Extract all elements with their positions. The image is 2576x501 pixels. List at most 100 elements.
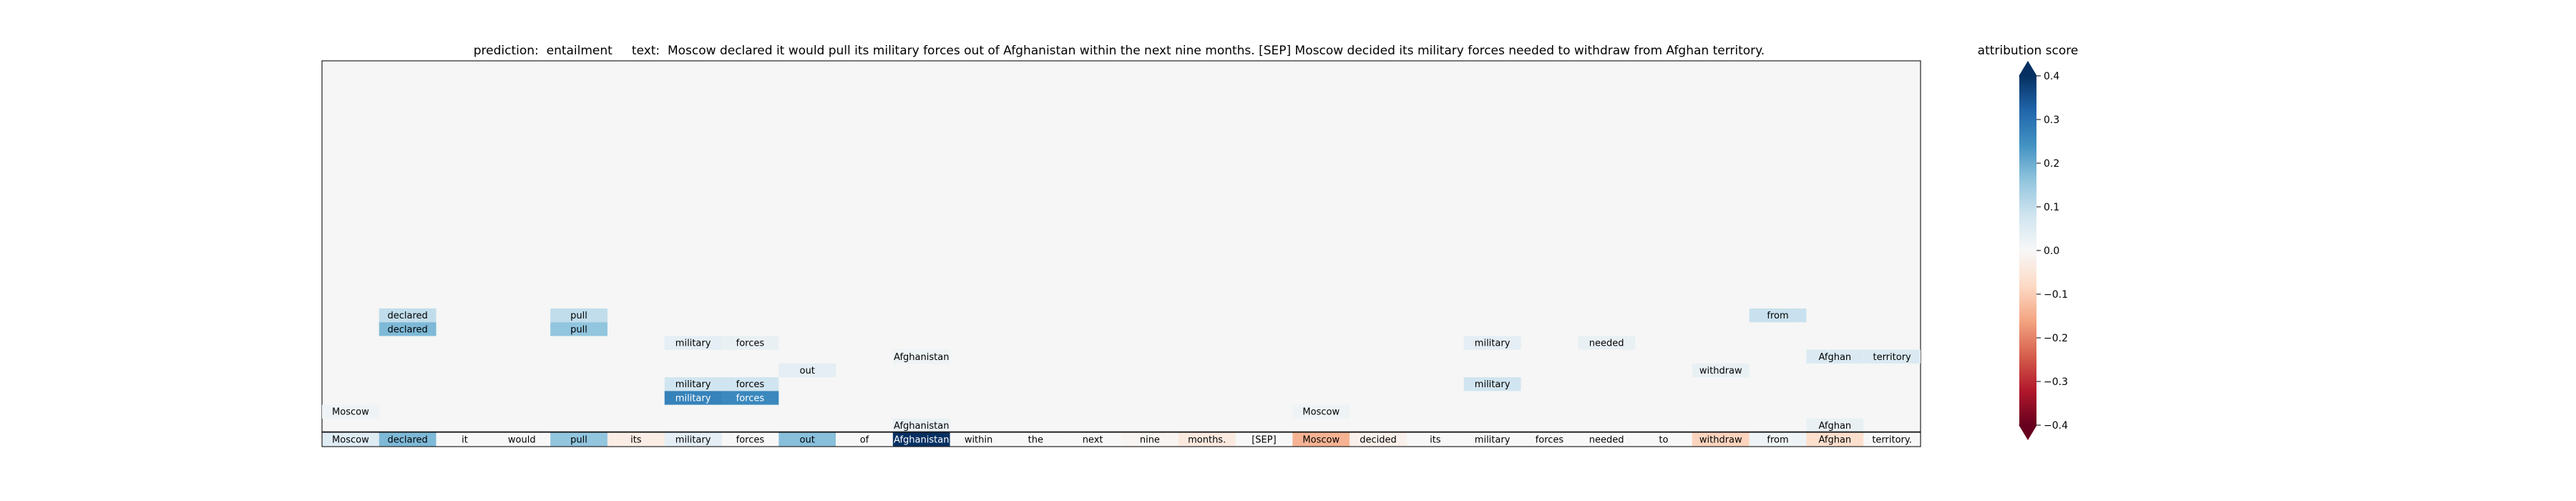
token-cell xyxy=(379,432,436,447)
attention-cell-label: withdraw xyxy=(1699,366,1742,376)
attention-cell xyxy=(892,349,950,364)
colorbar-tick-label: 0.0 xyxy=(2044,245,2059,257)
token-cell xyxy=(892,432,950,447)
attention-cell xyxy=(664,377,722,391)
colorbar xyxy=(2019,76,2036,425)
token-cell xyxy=(1806,432,1864,447)
attention-cell xyxy=(892,418,950,432)
attention-cell-label: forces xyxy=(736,379,765,390)
attention-cell xyxy=(1806,418,1864,432)
attention-cell-label: territory xyxy=(1873,352,1911,363)
attention-cell xyxy=(1806,349,1864,364)
colorbar-label: attribution score xyxy=(1978,44,2079,58)
attention-cell-label: forces xyxy=(736,339,765,349)
colorbar-tick-label: −0.3 xyxy=(2044,376,2068,388)
attention-cell-label: Moscow xyxy=(1302,407,1340,418)
token-cell xyxy=(1007,432,1065,447)
attention-cell xyxy=(1692,363,1750,378)
attention-cell-label: out xyxy=(800,366,815,376)
token-cell xyxy=(1121,432,1179,447)
token-cell xyxy=(1863,432,1921,447)
attention-cell-label: Afghanistan xyxy=(894,352,949,363)
attention-cell xyxy=(1863,349,1921,364)
token-cell xyxy=(493,432,551,447)
attention-cell-label: forces xyxy=(736,393,765,404)
colorbar-min-extend xyxy=(2019,424,2037,440)
token-label: territory. xyxy=(1872,435,1912,446)
token-cell xyxy=(436,432,494,447)
token-cell xyxy=(1350,432,1407,447)
text-value: Moscow declared it would pull its milita… xyxy=(668,44,1765,58)
token-cell xyxy=(1578,432,1636,447)
token-label: to xyxy=(1659,435,1668,446)
attention-cell xyxy=(550,322,608,336)
token-label: withdraw xyxy=(1699,435,1742,446)
token-label: of xyxy=(860,435,869,446)
attention-cell-label: Afghan xyxy=(1818,421,1851,432)
chart-title: prediction: entailment text: Moscow decl… xyxy=(474,44,1765,58)
token-label: pull xyxy=(570,435,587,446)
token-label: Afghan xyxy=(1818,435,1851,446)
token-label: out xyxy=(800,435,815,446)
token-label: from xyxy=(1767,435,1788,446)
attention-cell xyxy=(1749,308,1807,323)
token-cell xyxy=(1521,432,1579,447)
attention-cell xyxy=(721,391,779,405)
token-label: Afghanistan xyxy=(894,435,949,446)
token-cell xyxy=(1463,432,1521,447)
attention-cell xyxy=(721,377,779,391)
token-cell xyxy=(779,432,836,447)
token-label: [SEP] xyxy=(1252,435,1276,446)
token-label: months. xyxy=(1188,435,1226,446)
token-label: needed xyxy=(1589,435,1624,446)
token-label: military xyxy=(675,435,711,446)
token-label: next xyxy=(1083,435,1103,446)
token-cell xyxy=(1178,432,1236,447)
token-cell xyxy=(1635,432,1692,447)
attention-cell-label: Afghanistan xyxy=(894,421,949,432)
token-label: nine xyxy=(1140,435,1160,446)
token-label: would xyxy=(508,435,536,446)
token-label: the xyxy=(1028,435,1043,446)
attention-cell xyxy=(322,404,379,419)
attention-cell xyxy=(379,322,436,336)
token-cell xyxy=(1749,432,1807,447)
token-cell xyxy=(836,432,893,447)
attention-area xyxy=(321,60,1921,433)
token-cell xyxy=(550,432,608,447)
attention-cell-label: Afghan xyxy=(1818,352,1851,363)
attention-cell-label: military xyxy=(675,393,711,404)
token-label: decided xyxy=(1360,435,1397,446)
attention-cell xyxy=(1463,377,1521,391)
colorbar-max-extend xyxy=(2019,61,2037,77)
token-cell xyxy=(322,432,379,447)
token-cell xyxy=(1692,432,1750,447)
attention-cell-label: pull xyxy=(570,311,587,321)
colorbar-tick-label: −0.4 xyxy=(2044,420,2068,432)
colorbar-tick-label: −0.1 xyxy=(2044,289,2068,301)
attention-cell xyxy=(1578,336,1636,350)
attention-cell xyxy=(779,363,836,378)
token-label: its xyxy=(1430,435,1441,446)
token-cell xyxy=(1235,432,1293,447)
colorbar-tick-label: 0.3 xyxy=(2044,115,2059,126)
attention-cell xyxy=(664,336,722,350)
token-cell xyxy=(1292,432,1350,447)
text-prefix: text: xyxy=(632,44,660,58)
attention-cell-label: needed xyxy=(1589,339,1624,349)
attention-cell-label: from xyxy=(1767,311,1788,321)
colorbar-tick-label: −0.2 xyxy=(2044,333,2068,344)
token-label: forces xyxy=(736,435,765,446)
attention-cell xyxy=(1292,404,1350,419)
prediction-value: entailment xyxy=(547,44,613,58)
attention-cell-label: declared xyxy=(388,324,428,335)
token-label: within xyxy=(965,435,992,446)
attention-cell xyxy=(721,336,779,350)
attention-cell xyxy=(550,308,608,323)
token-label: Moscow xyxy=(1302,435,1340,446)
attention-cell-label: declared xyxy=(388,311,428,321)
token-label: declared xyxy=(388,435,428,446)
token-cell xyxy=(664,432,722,447)
token-cell xyxy=(607,432,665,447)
